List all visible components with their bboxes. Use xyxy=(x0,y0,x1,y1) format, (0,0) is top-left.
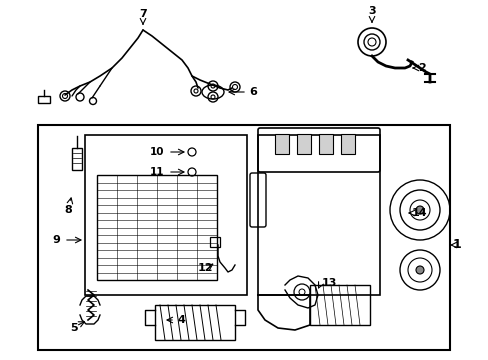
Text: 5: 5 xyxy=(70,323,78,333)
Text: 7: 7 xyxy=(139,9,146,19)
Bar xyxy=(209,237,220,247)
Text: 12: 12 xyxy=(198,263,213,273)
Text: 6: 6 xyxy=(248,87,256,97)
Text: 3: 3 xyxy=(367,6,375,16)
Bar xyxy=(309,285,369,325)
Bar xyxy=(274,134,288,154)
Bar xyxy=(258,135,379,295)
Text: 2: 2 xyxy=(417,63,425,73)
Text: 1: 1 xyxy=(452,238,461,252)
Bar xyxy=(85,135,246,295)
Circle shape xyxy=(415,266,423,274)
Text: 10: 10 xyxy=(150,147,164,157)
Text: 9: 9 xyxy=(52,235,60,245)
Bar xyxy=(296,134,310,154)
Bar xyxy=(38,96,50,103)
Circle shape xyxy=(415,206,423,214)
Text: 4: 4 xyxy=(177,315,184,325)
Text: 14: 14 xyxy=(411,208,427,218)
Bar xyxy=(318,134,332,154)
Bar xyxy=(340,134,354,154)
Bar xyxy=(38,125,449,350)
Bar xyxy=(97,175,217,280)
Bar xyxy=(72,148,82,170)
Text: 8: 8 xyxy=(64,205,72,215)
Bar xyxy=(155,305,235,340)
Text: 13: 13 xyxy=(321,278,337,288)
Text: 11: 11 xyxy=(150,167,164,177)
